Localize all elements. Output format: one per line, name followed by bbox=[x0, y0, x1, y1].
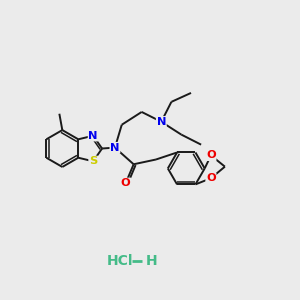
Text: O: O bbox=[121, 178, 130, 188]
Text: N: N bbox=[157, 117, 166, 127]
Text: O: O bbox=[206, 150, 216, 160]
Text: O: O bbox=[206, 173, 216, 183]
Text: N: N bbox=[110, 142, 120, 153]
Text: HCl: HCl bbox=[107, 254, 134, 268]
Text: N: N bbox=[88, 131, 98, 141]
Text: H: H bbox=[146, 254, 157, 268]
Text: S: S bbox=[89, 156, 97, 166]
